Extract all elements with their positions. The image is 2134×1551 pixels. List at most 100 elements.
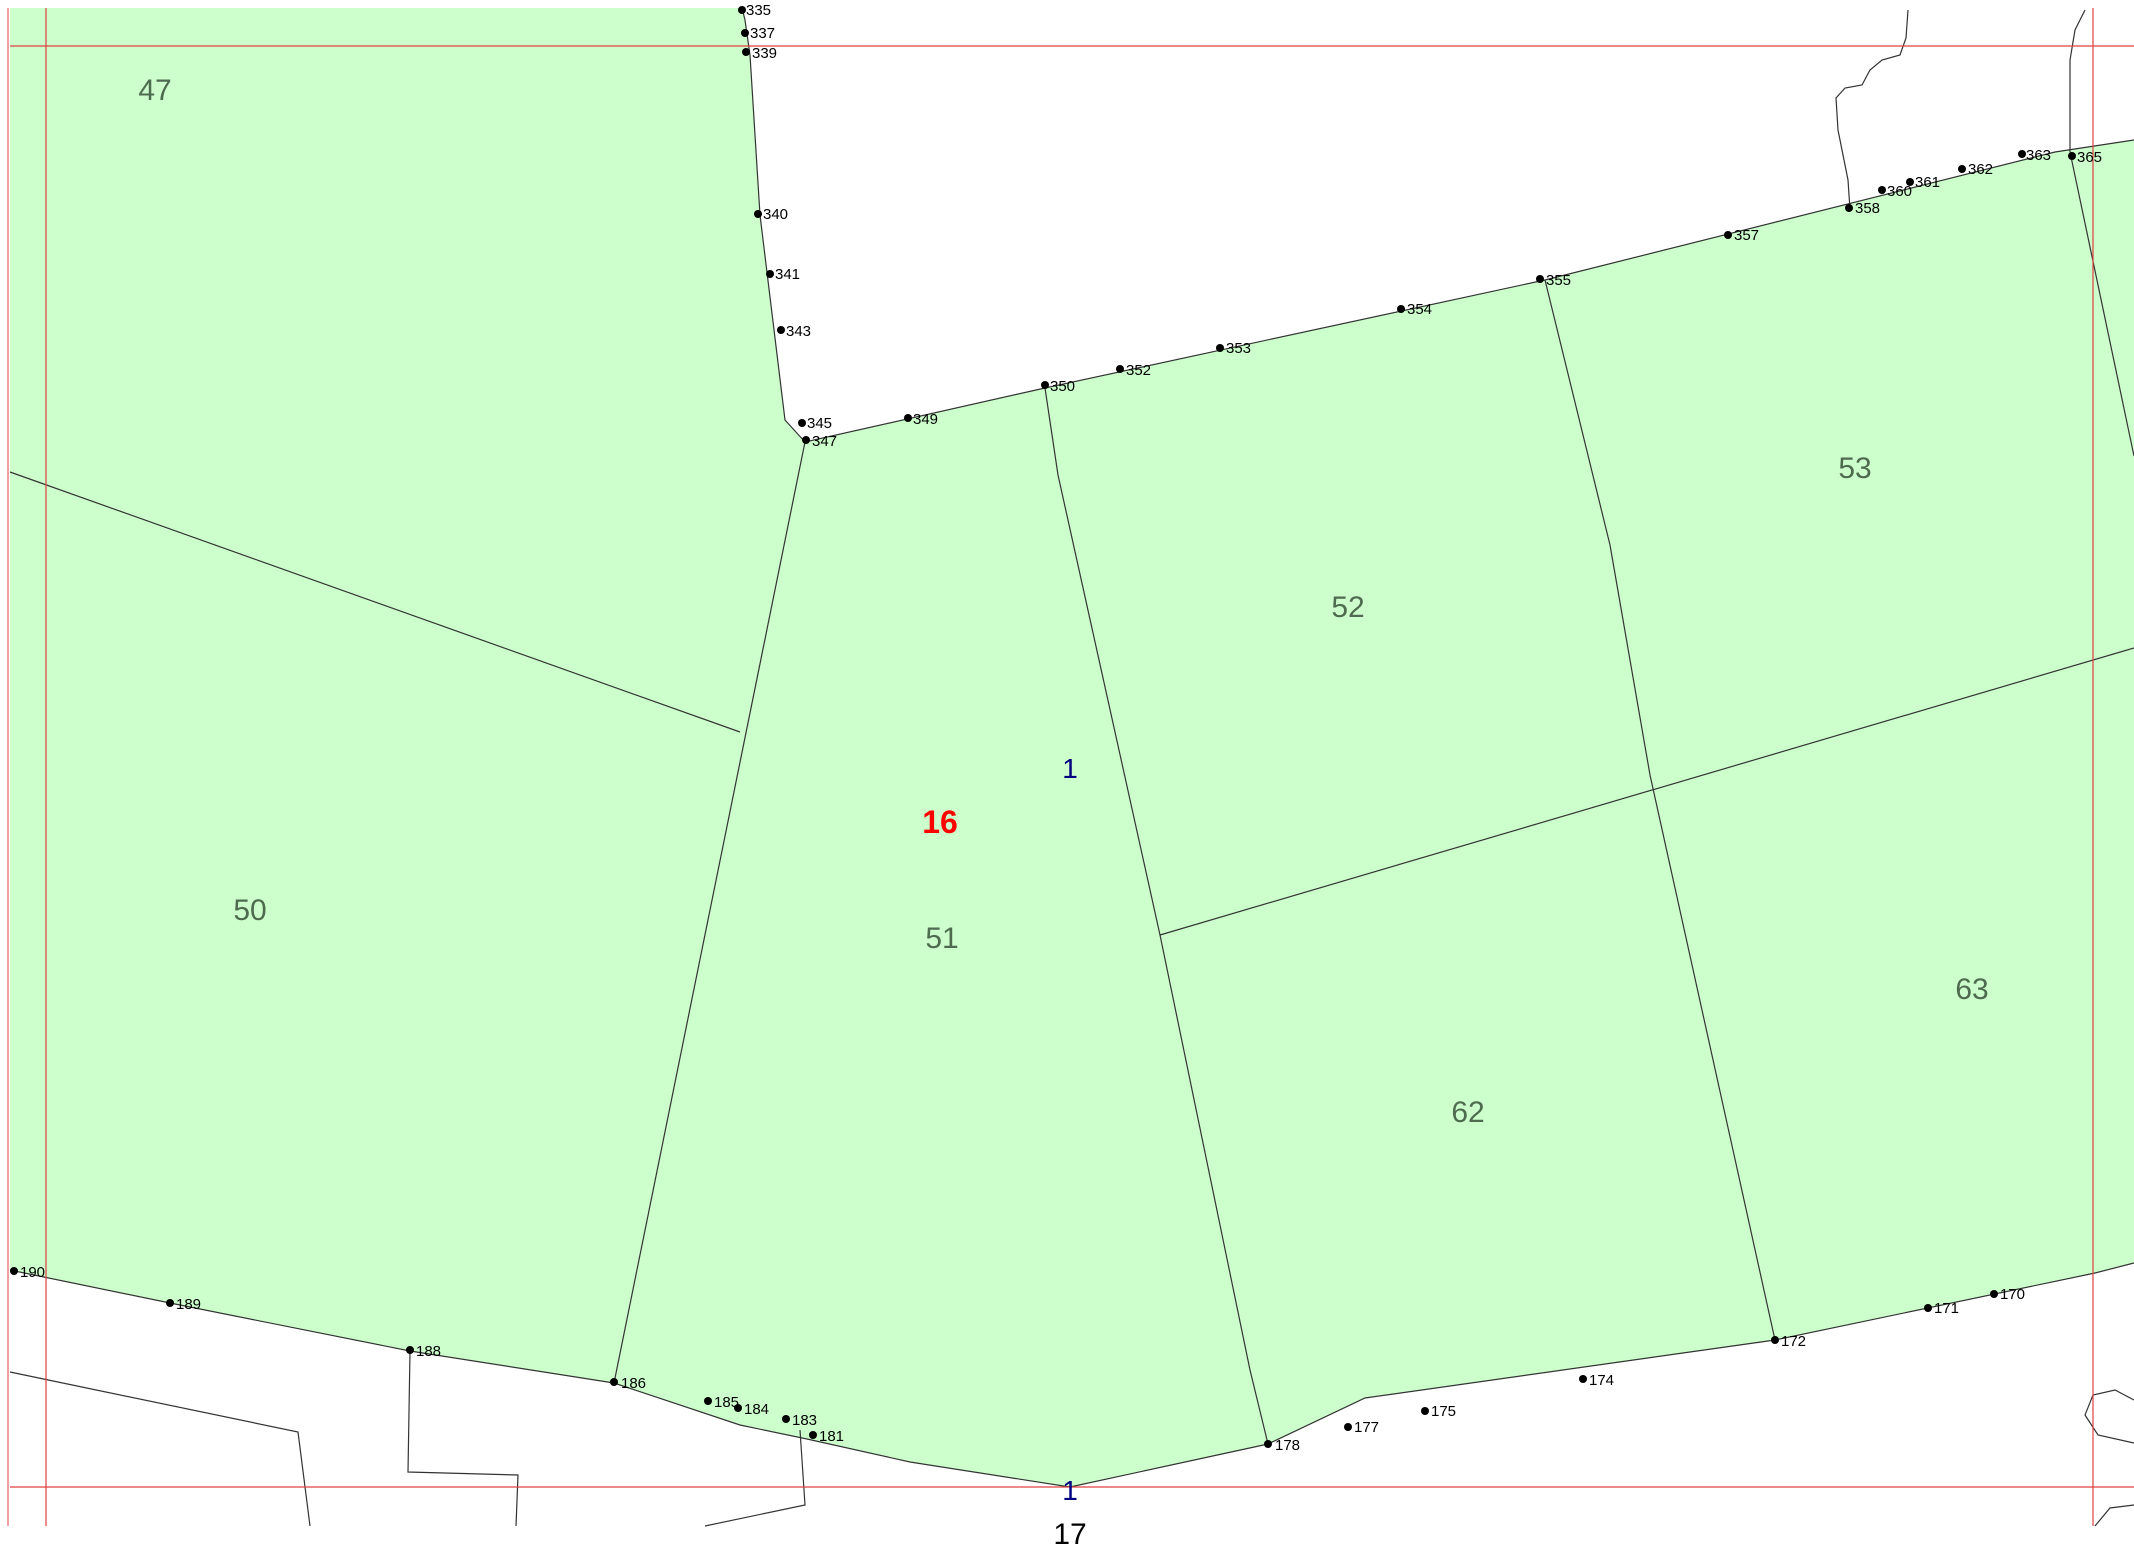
sheet-marker: 1 [1062, 753, 1078, 784]
survey-point-labels: 335 337 339 340 341 343 345 347 349 350 … [20, 2, 2102, 1454]
boundary-line [9, 471, 741, 733]
point-label: 337 [750, 25, 775, 42]
parcel-label: 51 [925, 922, 958, 955]
point-dot [704, 1397, 712, 1405]
point-dot [741, 29, 749, 37]
parcel-area [10, 8, 2134, 1487]
point-label: 350 [1050, 378, 1075, 395]
point-label: 365 [2077, 149, 2102, 166]
parcel-label: 53 [1838, 452, 1871, 485]
point-dot [1878, 186, 1886, 194]
point-label: 354 [1407, 301, 1432, 318]
point-dot [1421, 1407, 1429, 1415]
point-dot [1990, 1290, 1998, 1298]
point-label: 185 [714, 1394, 739, 1411]
point-dot [754, 210, 762, 218]
point-dot [766, 270, 774, 278]
point-dot [802, 436, 810, 444]
outside-line [9, 1371, 311, 1527]
point-label: 189 [176, 1296, 201, 1313]
point-label: 341 [775, 266, 800, 283]
point-label: 188 [416, 1343, 441, 1360]
point-dot [2068, 152, 2076, 160]
point-dot [738, 6, 746, 14]
point-dot [1906, 178, 1914, 186]
point-dot [798, 419, 806, 427]
point-label: 183 [792, 1412, 817, 1429]
point-dot [1397, 305, 1405, 313]
point-dot [742, 48, 750, 56]
point-label: 358 [1855, 200, 1880, 217]
boundary-line [613, 441, 806, 1384]
point-label: 345 [807, 415, 832, 432]
parcel-label: 50 [233, 894, 266, 927]
point-dot [1924, 1304, 1932, 1312]
outside-line [2094, 1504, 2134, 1527]
point-label: 186 [621, 1375, 646, 1392]
outside-line [704, 1429, 806, 1527]
point-dot [809, 1431, 817, 1439]
point-dot [1579, 1375, 1587, 1383]
parcel-label: 52 [1331, 591, 1364, 624]
point-dot [166, 1299, 174, 1307]
point-dot [1536, 275, 1544, 283]
parcel-label: 63 [1955, 973, 1988, 1006]
point-dot [1724, 231, 1732, 239]
point-label: 357 [1734, 227, 1759, 244]
point-dot [904, 414, 912, 422]
point-label: 335 [746, 2, 771, 19]
parcel-label: 47 [138, 74, 171, 107]
boundary-line [1159, 647, 2134, 936]
point-label: 177 [1354, 1419, 1379, 1436]
point-label: 175 [1431, 1403, 1456, 1420]
point-label: 363 [2026, 147, 2051, 164]
boundary-line [1544, 279, 1776, 1341]
point-label: 352 [1126, 362, 1151, 379]
point-label: 360 [1887, 183, 1912, 200]
point-dot [10, 1267, 18, 1275]
adjacent-block-label: 17 [1053, 1518, 1086, 1551]
point-dot [1845, 204, 1853, 212]
point-label: 174 [1589, 1372, 1614, 1389]
sheet-marker: 1 [1062, 1475, 1078, 1506]
block-number-label: 16 [922, 804, 958, 840]
point-label: 178 [1275, 1437, 1300, 1454]
point-dot [1264, 1440, 1272, 1448]
point-label: 361 [1915, 174, 1940, 191]
point-label: 172 [1781, 1333, 1806, 1350]
point-label: 170 [2000, 1286, 2025, 1303]
parcel-label: 62 [1451, 1096, 1484, 1129]
point-dot [1771, 1336, 1779, 1344]
point-label: 343 [786, 323, 811, 340]
outside-line [1835, 9, 1909, 211]
point-label: 190 [20, 1264, 45, 1281]
point-label: 339 [752, 45, 777, 62]
point-label: 340 [763, 206, 788, 223]
point-dot [1344, 1423, 1352, 1431]
outside-line [407, 1350, 519, 1527]
point-label: 353 [1226, 340, 1251, 357]
point-label: 181 [819, 1428, 844, 1445]
block-outline [741, 7, 2134, 443]
point-dot [777, 326, 785, 334]
point-label: 171 [1934, 1300, 1959, 1317]
point-dot [782, 1415, 790, 1423]
point-label: 349 [913, 411, 938, 428]
outside-line [2069, 9, 2086, 152]
point-dot [1116, 365, 1124, 373]
point-label: 184 [744, 1401, 769, 1418]
point-label: 355 [1546, 272, 1571, 289]
boundary-line [2069, 151, 2134, 457]
survey-points [10, 6, 2076, 1448]
point-dot [1958, 165, 1966, 173]
point-dot [406, 1346, 414, 1354]
point-dot [2018, 150, 2026, 158]
point-label: 362 [1968, 161, 1993, 178]
outside-line [2084, 1389, 2134, 1444]
point-dot [734, 1404, 742, 1412]
point-label: 347 [812, 433, 837, 450]
point-dot [1041, 381, 1049, 389]
point-dot [610, 1378, 618, 1386]
point-dot [1216, 344, 1224, 352]
